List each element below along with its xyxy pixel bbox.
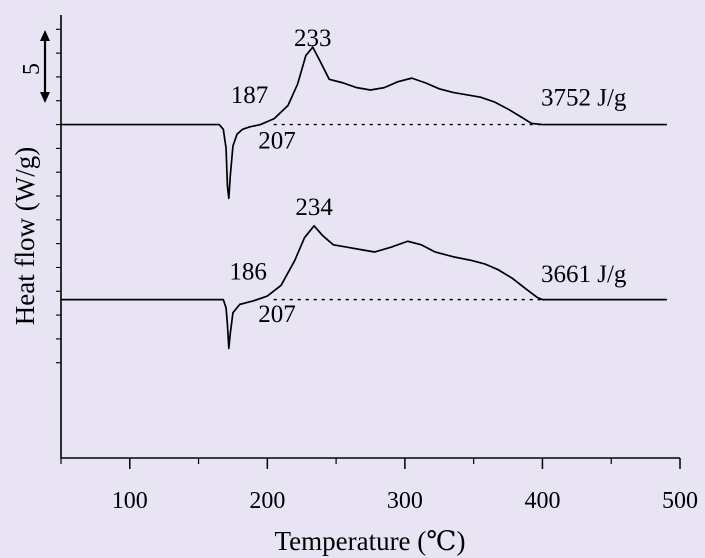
scale-bar-arrow-top xyxy=(40,30,50,41)
series-2-annotation-3: 234 xyxy=(295,194,333,221)
series-1-curve xyxy=(60,46,668,200)
x-axis-label: Temperature (℃) xyxy=(275,526,466,556)
series-2-annotation-4: 3661 J/g xyxy=(541,261,627,288)
series-2-annotation-2: 207 xyxy=(258,301,296,328)
tick-layer: 100 200 300 400 500 xyxy=(56,28,698,514)
series-2-annotation-1: 186 xyxy=(229,258,267,285)
x-tick-label-500: 500 xyxy=(662,488,698,514)
series-1-annotation-3: 233 xyxy=(294,25,332,52)
annotations-layer: 187 207 233 3752 J/g 186 207 234 3661 J/g xyxy=(229,25,627,328)
series-1-annotation-1: 187 xyxy=(231,82,269,109)
series-1-annotation-4: 3752 J/g xyxy=(541,85,627,112)
x-tick-label-200: 200 xyxy=(249,488,285,514)
series-1-annotation-2: 207 xyxy=(258,127,296,154)
x-tick-label-300: 300 xyxy=(387,488,423,514)
x-tick-label-400: 400 xyxy=(524,488,560,514)
y-axis-label: Heat flow (W/g) xyxy=(10,147,40,325)
series-2-curve xyxy=(60,224,668,350)
scale-bar-arrow-bottom xyxy=(40,92,50,103)
series-layer xyxy=(60,46,668,350)
x-tick-label-100: 100 xyxy=(112,488,148,514)
scale-bar-label: 5 xyxy=(19,63,45,75)
